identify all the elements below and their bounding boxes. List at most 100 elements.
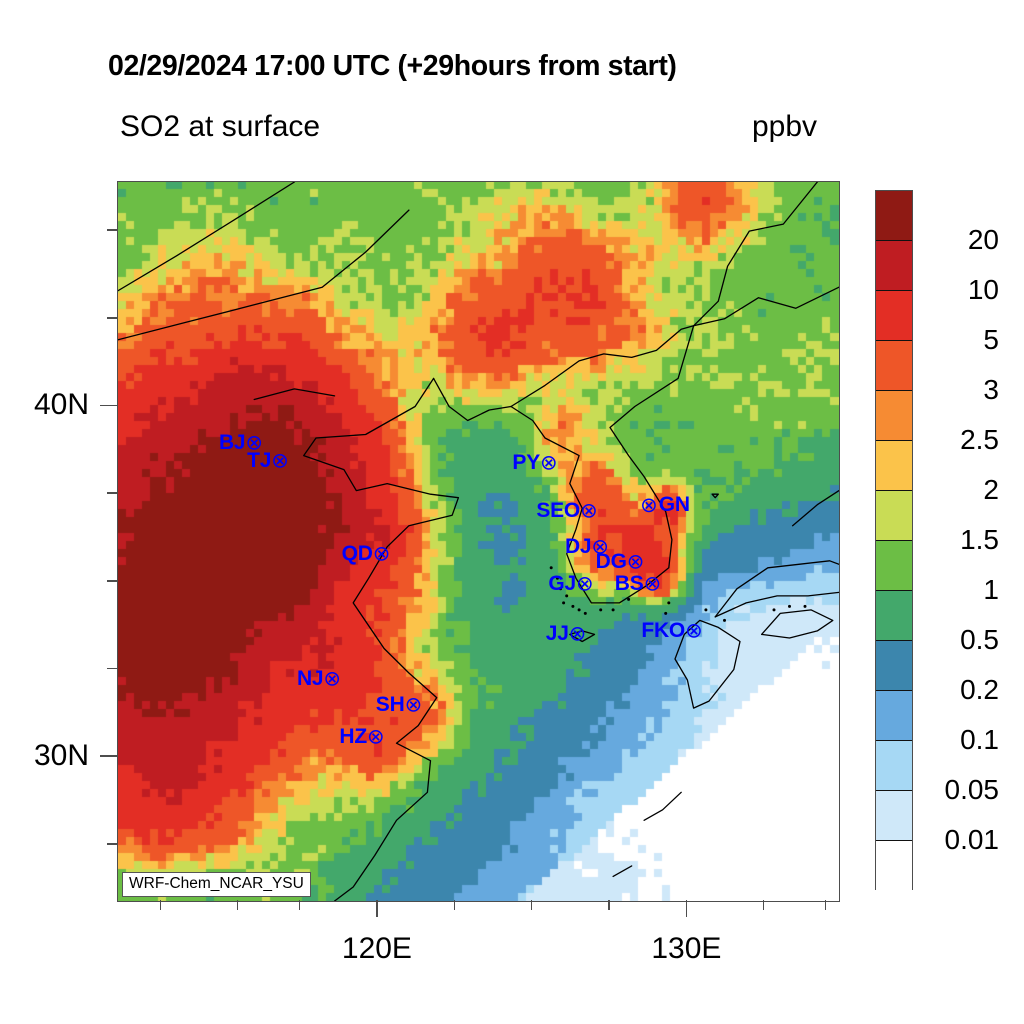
y-axis-minor-tick	[107, 843, 117, 845]
colorbar-tick-label: 0.5	[960, 624, 999, 655]
map-plot-area	[117, 181, 840, 902]
city-label: BS	[614, 572, 644, 595]
station-cross-circle-icon: ⊗	[404, 693, 423, 717]
city-marker-sh: SH⊗	[376, 693, 422, 717]
page-title: 02/29/2024 17:00 UTC (+29hours from star…	[108, 50, 677, 82]
city-marker-dj: DJ⊗	[565, 535, 609, 559]
city-marker-tj: TJ⊗	[247, 449, 289, 473]
colorbar-band	[876, 791, 912, 841]
colorbar-band	[876, 291, 912, 341]
station-cross-circle-icon: ⊗	[271, 449, 289, 473]
x-axis-minor-tick	[824, 900, 827, 910]
model-attribution: WRF-Chem_NCAR_YSU	[122, 872, 311, 897]
y-axis-label: 40N	[33, 388, 89, 422]
x-axis-minor-tick	[608, 900, 610, 910]
colorbar-tick-label: 2	[983, 474, 999, 505]
x-axis-minor-tick	[762, 900, 765, 910]
y-axis-minor-tick	[107, 492, 117, 494]
y-axis-label: 30N	[33, 739, 89, 773]
colorbar-tick-label: 0.05	[944, 774, 1000, 805]
city-label: TJ	[247, 449, 272, 472]
city-label: NJ	[296, 667, 324, 690]
x-axis-minor-tick	[530, 900, 533, 910]
colorbar-band	[876, 341, 912, 391]
station-cross-circle-icon: ⊗	[540, 451, 558, 475]
city-label: DJ	[564, 535, 592, 558]
city-marker-qd: QD⊗	[342, 542, 391, 566]
city-marker-bj: BJ⊗	[219, 431, 263, 455]
colorbar-tick-label: 1.5	[960, 524, 999, 555]
station-cross-circle-icon: ⊗	[568, 622, 587, 646]
colorbar-tick-label: 0.2	[960, 674, 999, 705]
city-marker-dg: DG⊗	[596, 550, 645, 574]
city-marker-hz: HZ⊗	[339, 725, 384, 749]
city-label: QD	[341, 542, 373, 565]
colorbar-band	[876, 641, 912, 691]
city-marker-bs: BS⊗	[615, 572, 661, 596]
station-cross-circle-icon: ⊗	[626, 550, 645, 574]
station-cross-circle-icon: ⊗	[591, 535, 610, 559]
city-marker-gj: GJ⊗	[548, 572, 593, 596]
city-label: FKO	[641, 619, 686, 642]
y-axis-minor-tick	[107, 580, 117, 582]
station-cross-circle-icon: ⊗	[643, 572, 662, 596]
colorbar-tick-label: 1	[983, 574, 999, 605]
y-axis-minor-tick	[107, 229, 117, 231]
colorbar-tick-label: 0.01	[944, 824, 1000, 855]
colorbar-tick-label: 0.1	[960, 724, 999, 755]
station-cross-circle-icon: ⊗	[245, 431, 264, 455]
station-cross-circle-icon: ⊗	[580, 499, 598, 523]
x-axis-label: 130E	[651, 932, 722, 965]
y-axis-major-tick	[100, 755, 117, 757]
city-marker-nj: NJ⊗	[297, 667, 341, 691]
colorbar-tick-label: 3	[983, 374, 999, 405]
x-axis-major-tick	[685, 900, 688, 917]
city-label: SH	[375, 693, 405, 716]
city-label: PY	[512, 451, 541, 474]
station-cross-circle-icon: ⊗	[366, 725, 385, 749]
city-label: DG	[595, 550, 627, 573]
x-axis-minor-tick	[453, 900, 456, 910]
city-label: GJ	[548, 572, 577, 595]
colorbar-band	[876, 541, 912, 591]
city-label: HZ	[339, 725, 367, 748]
colorbar-band	[876, 441, 912, 491]
colorbar-band	[876, 491, 912, 541]
colorbar-band	[876, 691, 912, 741]
city-marker-jj: JJ⊗	[546, 622, 587, 646]
so2-concentration-raster	[118, 182, 839, 901]
city-marker-seo: SEO⊗	[536, 499, 597, 523]
colorbar-tick-label: 20	[967, 224, 999, 255]
y-axis-minor-tick	[107, 667, 117, 670]
station-cross-circle-icon: ⊗	[323, 667, 342, 691]
station-cross-circle-icon: ⊗	[685, 619, 703, 643]
colorbar-labels: 20 10 5 3 2.5 2 1.5 1 0.5 0.2 0.1 0.05 0.01	[913, 190, 1015, 890]
station-cross-circle-icon: ⊗	[372, 542, 391, 566]
x-axis-minor-tick	[159, 900, 162, 910]
city-label: SEO	[536, 499, 581, 522]
colorbar-band	[876, 191, 912, 241]
colorbar-tick-label: 10	[967, 274, 999, 305]
station-cross-circle-icon: ⊗	[576, 572, 594, 596]
colorbar-band	[876, 591, 912, 641]
city-marker-py: PY⊗	[512, 451, 557, 475]
variable-label: SO2 at surface	[120, 110, 321, 143]
x-axis-minor-tick	[298, 900, 301, 910]
colorbar	[875, 190, 913, 891]
city-marker-gn: ⊗GN	[640, 493, 690, 517]
y-axis-major-tick	[100, 404, 117, 407]
colorbar-band	[876, 841, 912, 891]
colorbar-band	[876, 741, 912, 791]
city-label: BJ	[218, 431, 246, 454]
city-marker-fko: FKO⊗	[641, 619, 702, 643]
colorbar-tick-label: 2.5	[960, 424, 999, 455]
y-axis-minor-tick	[107, 317, 117, 319]
x-axis-minor-tick	[236, 900, 239, 910]
colorbar-band	[876, 391, 912, 441]
station-cross-circle-icon: ⊗	[640, 493, 658, 517]
x-axis-major-tick	[376, 900, 378, 917]
colorbar-tick-label: 5	[983, 324, 999, 355]
x-axis-label: 120E	[341, 932, 412, 965]
city-label: JJ	[545, 622, 569, 645]
